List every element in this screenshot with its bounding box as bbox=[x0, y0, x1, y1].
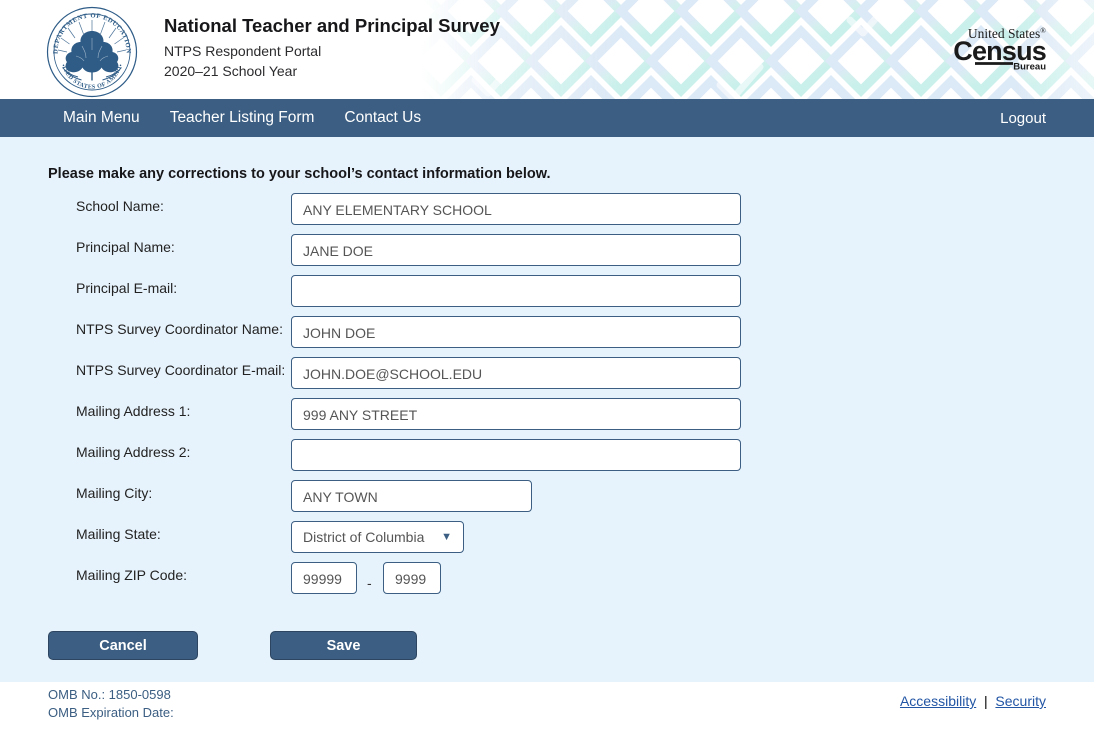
svg-text:Bureau: Bureau bbox=[1013, 62, 1046, 73]
